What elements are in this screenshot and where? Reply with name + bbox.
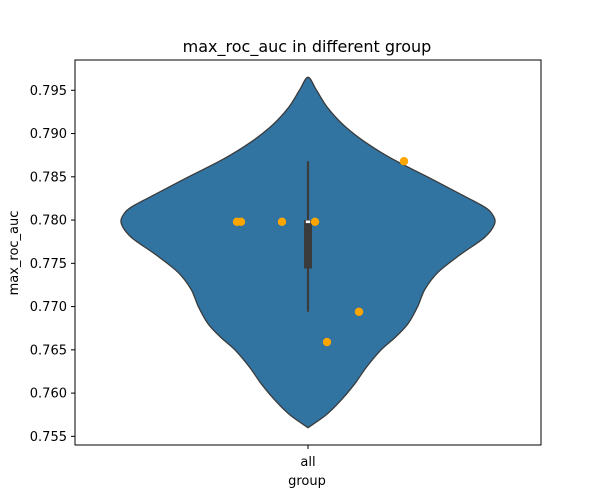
y-axis: 0.755 0.760 0.765 0.770 0.775 0.780 0.785 0.790…: [30, 84, 75, 445]
chart-title: max_roc_auc in different group: [183, 37, 432, 57]
x-axis: all: [300, 445, 316, 470]
y-tick-label: 0.765: [30, 343, 67, 358]
data-point: [354, 307, 364, 316]
y-tick-label: 0.770: [30, 300, 67, 315]
data-point: [399, 157, 409, 166]
y-tick-label: 0.760: [30, 387, 67, 402]
violin-box: [304, 220, 312, 269]
x-tick-label: all: [300, 455, 315, 470]
plot-area: [120, 76, 496, 429]
data-point: [277, 217, 287, 226]
data-point: [322, 337, 332, 347]
violin-median: [305, 220, 311, 224]
y-tick-label: 0.775: [30, 257, 67, 272]
y-tick-label: 0.795: [30, 84, 67, 99]
data-point: [310, 217, 320, 226]
y-tick-label: 0.780: [30, 214, 67, 229]
y-tick-label: 0.755: [30, 430, 67, 445]
plot-frame: [74, 59, 542, 446]
data-point: [236, 217, 246, 226]
y-tick-label: 0.785: [30, 170, 67, 185]
x-axis-label: group: [288, 474, 326, 489]
y-axis-label: max_roc_auc: [7, 211, 22, 296]
y-tick-label: 0.790: [30, 127, 67, 142]
